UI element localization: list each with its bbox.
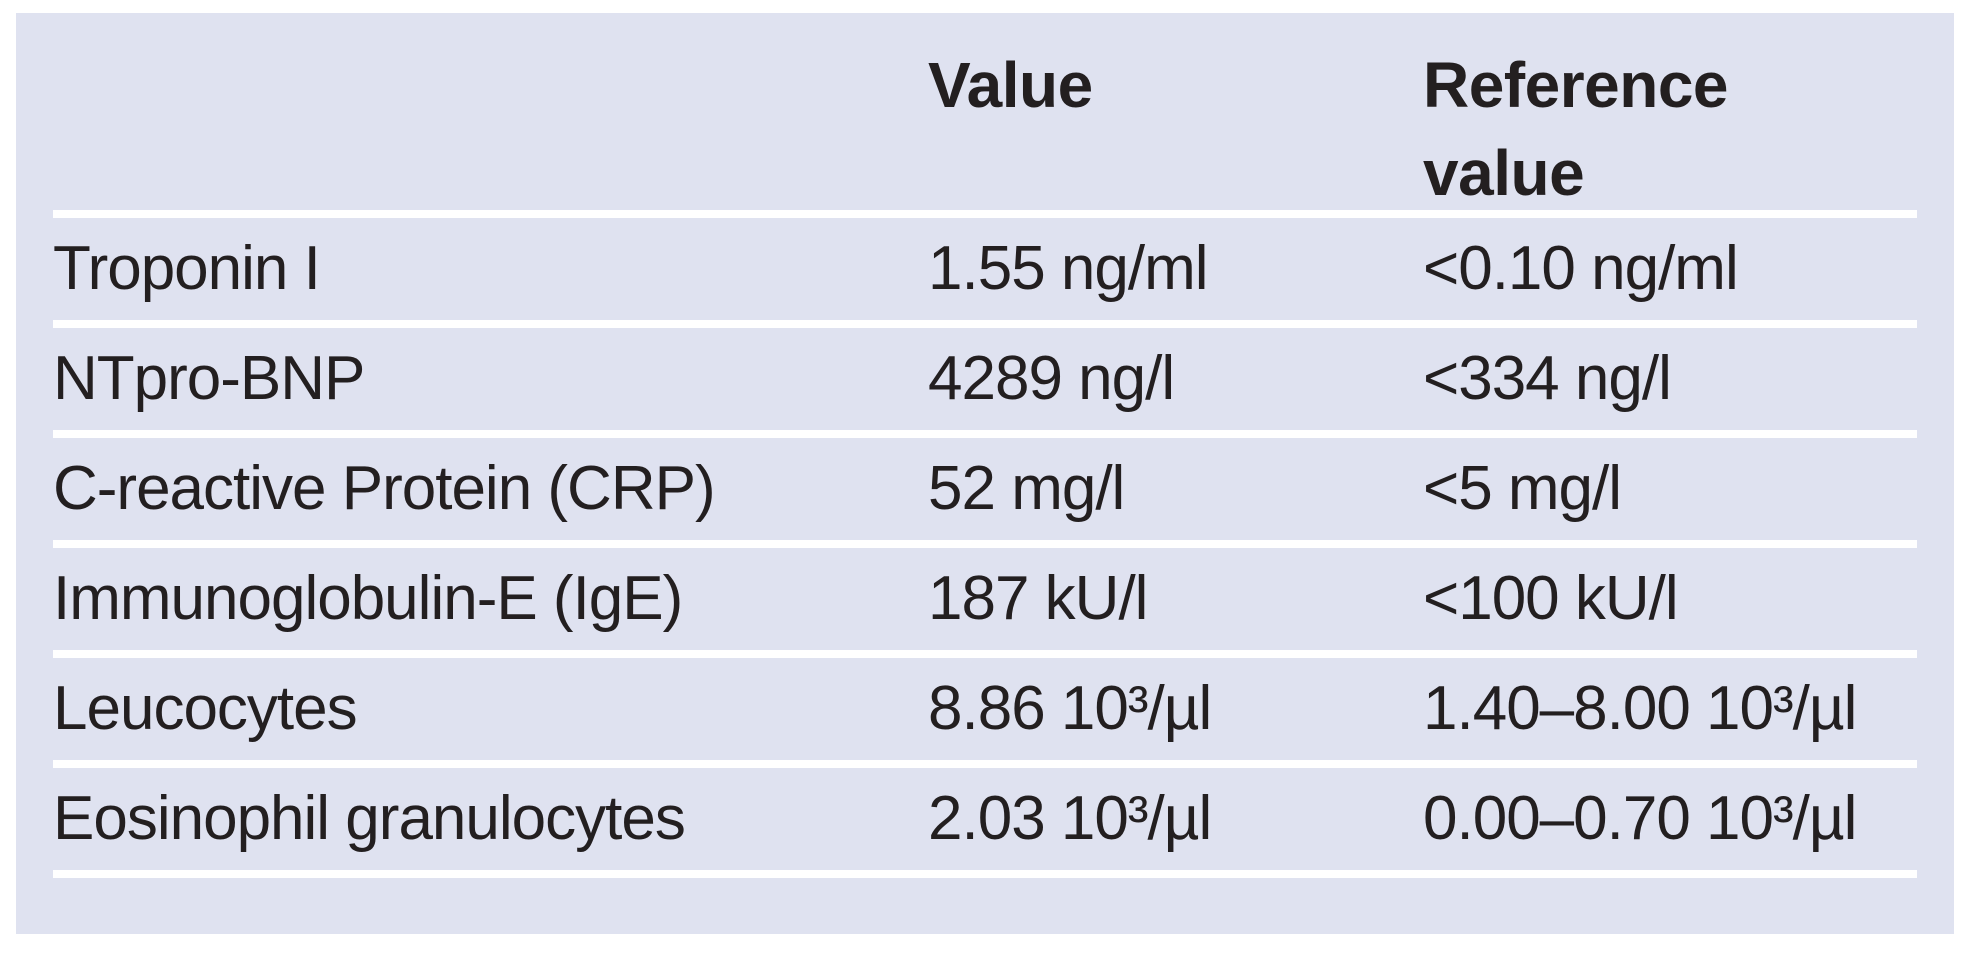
parameter-reference: <334 ng/l [1423, 343, 1672, 413]
parameter-value: 8.86 10³/µl [928, 673, 1212, 743]
table-row-ntpro-bnp: NTpro-BNP 4289 ng/l <334 ng/l [53, 328, 1917, 438]
column-header-parameter [53, 13, 928, 41]
table-row-ige: Immunoglobulin-E (IgE) 187 kU/l <100 kU/… [53, 548, 1917, 658]
parameter-label: NTpro-BNP [53, 343, 365, 413]
parameter-reference: <5 mg/l [1423, 453, 1622, 523]
table-row-crp: C-reactive Protein (CRP) 52 mg/l <5 mg/l [53, 438, 1917, 548]
parameter-reference: 1.40–8.00 10³/µl [1423, 673, 1857, 743]
parameter-value: 2.03 10³/µl [928, 783, 1212, 853]
column-header-value: Value [928, 49, 1093, 121]
parameter-label: C-reactive Protein (CRP) [53, 453, 716, 523]
parameter-reference: 0.00–0.70 10³/µl [1423, 783, 1857, 853]
parameter-reference: <0.10 ng/ml [1423, 233, 1739, 303]
table-row-troponin: Troponin I 1.55 ng/ml <0.10 ng/ml [53, 218, 1917, 328]
column-header-reference-value: Reference value [1423, 49, 1729, 209]
lab-values-table: Value Reference value Troponin I 1.55 ng… [16, 13, 1954, 934]
parameter-label: Immunoglobulin-E (IgE) [53, 563, 683, 633]
parameter-value: 4289 ng/l [928, 343, 1175, 413]
parameter-label: Leucocytes [53, 673, 358, 743]
parameter-value: 52 mg/l [928, 453, 1125, 523]
table-header-row: Value Reference value [53, 13, 1917, 218]
table-footer-space [53, 878, 1917, 926]
parameter-label: Eosinophil granulocytes [53, 783, 686, 853]
parameter-value: 1.55 ng/ml [928, 233, 1209, 303]
parameter-label: Troponin I [53, 233, 321, 303]
parameter-reference: <100 kU/l [1423, 563, 1679, 633]
table-row-eosinophils: Eosinophil granulocytes 2.03 10³/µl 0.00… [53, 768, 1917, 878]
table-row-leucocytes: Leucocytes 8.86 10³/µl 1.40–8.00 10³/µl [53, 658, 1917, 768]
parameter-value: 187 kU/l [928, 563, 1148, 633]
